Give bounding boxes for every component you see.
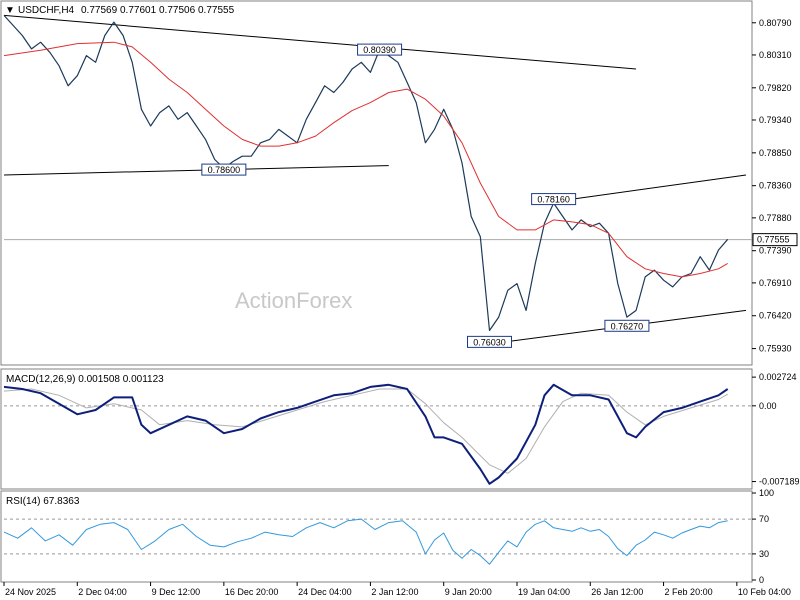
macd-panel xyxy=(0,368,753,490)
main-ytick-label-5: 0.78360 xyxy=(759,181,792,191)
annotation-box-0 xyxy=(357,43,403,56)
chart-header-arrow[interactable]: ▼ xyxy=(5,5,15,16)
main-ytick-label-3: 0.79340 xyxy=(759,115,792,125)
annotation-label-3: 0.76030 xyxy=(473,337,506,347)
annotation-box-2 xyxy=(531,193,577,206)
xtick-label-0: 24 Nov 2025 xyxy=(5,587,56,597)
xtick-label-1: 2 Dec 04:00 xyxy=(78,587,127,597)
rsi-panel xyxy=(0,490,753,583)
annotation-label-4: 0.76270 xyxy=(611,321,644,331)
xtick-label-3: 16 Dec 20:00 xyxy=(225,587,279,597)
chart-header-symbol: USDCHF,H4 xyxy=(18,5,75,16)
chart-header-open: 0.77569 xyxy=(81,5,118,16)
trendline-3 xyxy=(553,174,747,203)
xtick-label-10: 10 Feb 04:00 xyxy=(738,587,791,597)
main-ytick-label-9: 0.76420 xyxy=(759,311,792,321)
xtick-label-5: 2 Jan 12:00 xyxy=(371,587,418,597)
annotation-box-4 xyxy=(604,319,650,332)
annotation-label-2: 0.78160 xyxy=(537,195,570,205)
main-panel xyxy=(0,0,753,366)
main-ytick-label-1: 0.80310 xyxy=(759,50,792,60)
macd-ytick-label-0: 0.002724 xyxy=(759,372,797,382)
xtick-label-8: 26 Jan 12:00 xyxy=(591,587,643,597)
xtick-label-4: 24 Dec 04:00 xyxy=(298,587,352,597)
rsi-series xyxy=(3,518,728,565)
chart-header-low: 0.77506 xyxy=(159,5,196,16)
rsi-ytick-label-2: 30 xyxy=(759,549,769,559)
chart-header-close: 0.77555 xyxy=(198,5,235,16)
last-price-tag xyxy=(752,233,798,247)
macd-ytick-label-1: 0.00 xyxy=(759,401,777,411)
watermark: ActionForex xyxy=(235,288,352,313)
macd-line-series xyxy=(3,383,729,485)
annotation-label-0: 0.80390 xyxy=(363,45,396,55)
trendline-0 xyxy=(3,14,637,70)
macd-ytick-label-2: -0.007189 xyxy=(759,477,800,487)
last-price-label: 0.77555 xyxy=(757,235,790,245)
main-ytick-label-0: 0.80790 xyxy=(759,18,792,28)
rsi-ytick-label-0: 100 xyxy=(759,488,774,498)
main-ytick-label-8: 0.76910 xyxy=(759,278,792,288)
annotation-label-1: 0.78600 xyxy=(208,165,241,175)
main-ytick-label-2: 0.79820 xyxy=(759,83,792,93)
rsi-label: RSI(14) 67.8363 xyxy=(6,496,80,507)
main-ytick-label-4: 0.78850 xyxy=(759,148,792,158)
annotation-box-3 xyxy=(467,335,513,348)
trendline-1 xyxy=(3,165,389,176)
macd-signal-series xyxy=(3,388,728,474)
macd-label: MACD(12,26,9) 0.001508 0.001123 xyxy=(6,374,164,385)
price-series xyxy=(3,14,729,332)
xtick-label-9: 2 Feb 20:00 xyxy=(665,587,713,597)
chart-header-high: 0.77601 xyxy=(120,5,157,16)
xtick-label-7: 19 Jan 04:00 xyxy=(518,587,570,597)
main-ytick-label-7: 0.77390 xyxy=(759,246,792,256)
rsi-ytick-label-3: 0 xyxy=(759,575,764,585)
xtick-label-2: 9 Dec 12:00 xyxy=(152,587,201,597)
main-ytick-label-6: 0.77880 xyxy=(759,213,792,223)
rsi-ytick-label-1: 70 xyxy=(759,514,769,524)
xtick-label-6: 9 Jan 20:00 xyxy=(445,587,492,597)
annotation-box-1 xyxy=(201,163,247,176)
moving-average-series xyxy=(3,41,728,278)
main-ytick-label-10: 0.75930 xyxy=(759,344,792,354)
